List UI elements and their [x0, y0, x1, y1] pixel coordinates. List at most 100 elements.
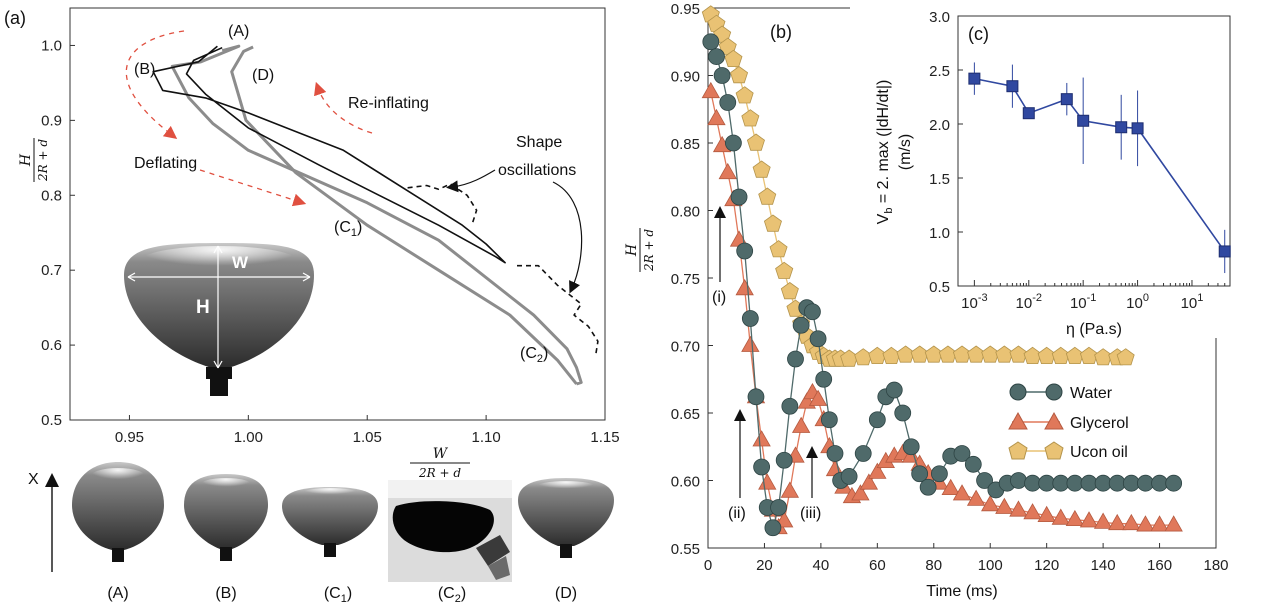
panel-b-ylabel-num: H: [624, 243, 640, 257]
data-point-circle: [964, 455, 982, 473]
data-point-triangle: [791, 416, 811, 433]
data-point-triangle: [1023, 503, 1042, 520]
legend-ucon-marker-2: [1044, 441, 1064, 460]
data-point-pentagon: [746, 133, 765, 151]
panel-c-xtick-label: 10-2: [1016, 292, 1042, 312]
panel-c-series: [968, 62, 1231, 274]
panel-c-point: [1218, 245, 1231, 258]
data-point-circle: [820, 411, 838, 429]
panel-b-xlabel: Time (ms): [926, 583, 997, 600]
panel-a-trajectory-dashed: [407, 183, 478, 226]
data-point-pentagon: [882, 346, 901, 365]
photo-A: [72, 462, 164, 562]
data-point-pentagon: [735, 86, 754, 104]
panel-a-ticks: 0.95 1.00 1.05 1.10 1.15 0.5 0.6 0.7 0.8 0.9 1.0: [41, 37, 619, 446]
panel-b-xtick-label: 140: [1091, 557, 1116, 574]
data-point-circle: [815, 370, 833, 388]
data-point-pentagon: [775, 261, 794, 279]
panel-a-xtick-label: 1.10: [472, 429, 501, 446]
data-point-circle: [1108, 474, 1126, 492]
panel-c-ytick-label: 3.0: [929, 9, 950, 26]
data-point-triangle: [1164, 515, 1183, 532]
panel-a-xlabel: W 2R + d: [410, 446, 470, 480]
data-point-pentagon: [752, 160, 771, 178]
data-point-pentagon: [758, 187, 777, 205]
data-point-pentagon: [741, 109, 760, 127]
panel-b-ytick-label: 0.70: [671, 339, 700, 356]
panel-a-trajectories: [152, 44, 599, 386]
data-point-pentagon: [763, 214, 782, 232]
data-point-pentagon: [724, 49, 743, 67]
panel-b-ticks: 0 20 40 60 80 100 120 140 160 180 0.55 0.60 0.65 0.70…: [671, 1, 1229, 574]
panel-a: (a) 0.95 1.00 1.05 1.10 1.15 0.5 0.6 0.7 0.8 0.9 1…: [4, 7, 620, 446]
panel-b-xtick-label: 20: [756, 557, 773, 574]
panel-b-legend: Water Glycerol Ucon oil: [1008, 383, 1129, 461]
legend-water-label: Water: [1070, 385, 1113, 402]
data-point-circle: [902, 438, 920, 456]
legend-water-marker: [1009, 383, 1027, 401]
panel-a-xtick-label: 1.05: [353, 429, 382, 446]
panel-b-xtick-label: 160: [1147, 557, 1172, 574]
panel-a-trajectory-black: [152, 45, 506, 264]
panel-c-point: [1060, 93, 1073, 106]
data-point-triangle: [707, 108, 726, 126]
panel-b-xtick-label: 100: [978, 557, 1003, 574]
data-point-pentagon: [769, 240, 788, 258]
data-point-circle: [1151, 474, 1168, 492]
data-point-circle: [1052, 474, 1070, 492]
panel-b-ytick-label: 0.80: [671, 204, 700, 221]
data-point-circle: [736, 242, 754, 260]
data-point-circle: [868, 411, 886, 429]
panel-b-label: (b): [770, 22, 792, 42]
data-point-circle: [792, 316, 810, 334]
panel-a-bottom: X W 2R + d: [28, 446, 614, 605]
data-point-circle: [775, 451, 793, 469]
data-point-circle: [894, 404, 912, 422]
caption-C1: (C1): [324, 585, 352, 605]
data-point-circle: [708, 48, 725, 65]
legend-ucon-marker: [1008, 441, 1028, 460]
panel-b-xtick-label: 60: [869, 557, 886, 574]
panel-c-point: [1077, 114, 1090, 127]
label-oscillations: oscillations: [498, 162, 576, 179]
panel-b-ytick-label: 0.55: [671, 541, 700, 558]
data-point-triangle: [1037, 505, 1056, 522]
panel-b-xtick-label: 0: [704, 557, 712, 574]
photo-D: [518, 478, 614, 558]
data-point-circle: [931, 465, 948, 483]
panel-c-xtick-label: 10-1: [1070, 292, 1096, 312]
panel-c-ytick-label: 2.5: [929, 63, 950, 80]
data-point-triangle: [952, 484, 972, 501]
panel-b-ylabel: H 2R + d: [624, 228, 656, 272]
label-C2: (C2): [520, 345, 548, 365]
data-point-triangle: [851, 484, 870, 501]
panel-a-ytick-label: 0.6: [41, 337, 62, 354]
label-deflating: Deflating: [134, 155, 197, 172]
photo-C2: [388, 480, 512, 582]
panel-c-xtick-label: 100: [1126, 292, 1149, 312]
panel-b-xtick-label: 180: [1203, 557, 1228, 574]
panel-b-series: [701, 5, 1183, 537]
panel-b-ylabel-den: 2R + d: [642, 229, 656, 272]
data-point-triangle: [1136, 515, 1155, 532]
data-point-circle: [719, 94, 737, 111]
data-point-circle: [764, 519, 782, 537]
data-point-triangle: [859, 473, 879, 490]
data-point-circle: [1094, 474, 1112, 492]
deflate-arrow-mid: [199, 169, 307, 207]
x-arrow-label: X: [28, 471, 39, 488]
data-point-circle: [919, 478, 937, 496]
panel-a-ytick-label: 0.9: [41, 112, 62, 129]
label-D: (D): [252, 67, 274, 84]
panel-c-xtick-label: 10-3: [961, 292, 987, 312]
panel-a-label: (a): [4, 8, 26, 28]
data-point-triangle: [752, 430, 771, 447]
label-C1: (C1): [334, 219, 362, 239]
data-point-pentagon: [780, 282, 799, 300]
label-reinflating: Re-inflating: [348, 95, 429, 112]
data-point-circle: [911, 465, 929, 483]
photo-B: [184, 474, 268, 561]
data-point-circle: [753, 458, 771, 476]
data-point-triangle: [966, 489, 986, 506]
